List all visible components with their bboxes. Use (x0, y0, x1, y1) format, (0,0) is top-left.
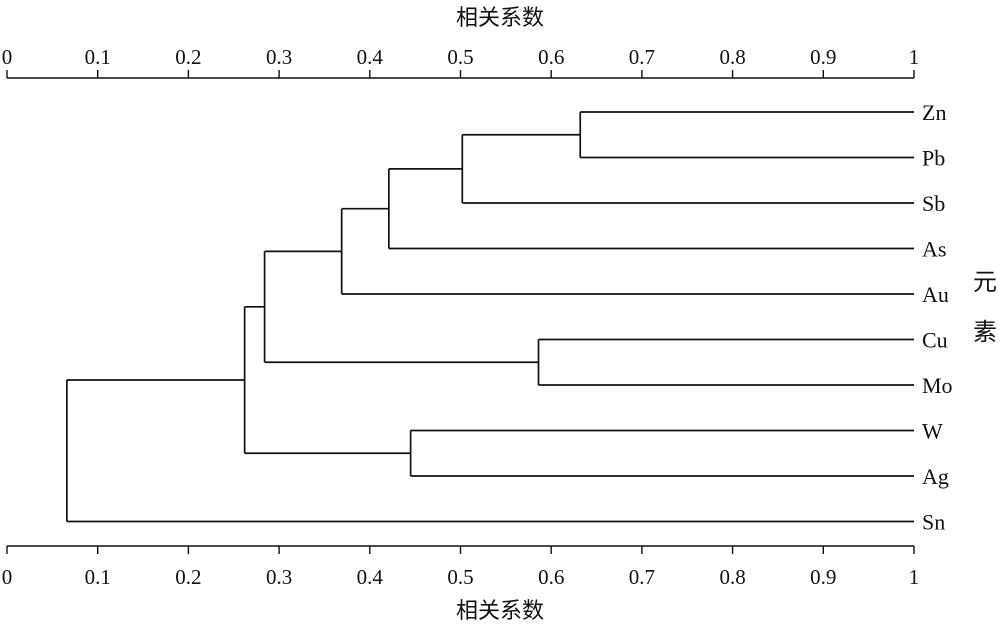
top-tick-label: 0 (2, 45, 13, 69)
leaf-label: Sb (922, 191, 945, 216)
top-tick-label: 0.6 (538, 45, 564, 69)
bottom-axis-title: 相关系数 (455, 599, 544, 624)
top-tick-label: 0.8 (719, 45, 745, 69)
leaf-label: Sn (922, 510, 945, 535)
top-tick-label: 0.3 (266, 45, 292, 69)
bottom-tick-label: 0.8 (719, 565, 745, 589)
leaf-label: Zn (922, 100, 946, 125)
bottom-tick-label: 0.5 (447, 565, 473, 589)
top-tick-label: 0.1 (85, 45, 111, 69)
leaf-label: Pb (922, 146, 945, 171)
top-axis: 0 0.1 0.2 0.3 0.4 0.5 0.6 0.7 0.8 0.9 1 (2, 45, 920, 79)
top-tick-label: 0.7 (629, 45, 655, 69)
top-tick-label: 1 (909, 45, 920, 69)
bottom-tick-label: 1 (909, 565, 920, 589)
leaf-label: Cu (922, 328, 948, 353)
top-tick-label: 0.5 (447, 45, 473, 69)
bottom-tick-label: 0.4 (357, 565, 384, 589)
leaf-label: Au (922, 282, 949, 307)
dendrogram-branches (66, 111, 914, 523)
leaf-label: W (922, 419, 943, 444)
y-axis-label: 元 素 (970, 270, 1000, 344)
leaf-label: Mo (922, 373, 953, 398)
bottom-axis: 0 0.1 0.2 0.3 0.4 0.5 0.6 0.7 0.8 0.9 1 (2, 545, 920, 589)
bottom-tick-label: 0.9 (810, 565, 836, 589)
top-tick-label: 0.2 (175, 45, 201, 69)
y-axis-label-char: 元 (973, 268, 997, 296)
bottom-tick-label: 0.7 (629, 565, 655, 589)
bottom-tick-label: 0.1 (85, 565, 111, 589)
top-tick-label: 0.9 (810, 45, 836, 69)
top-axis-title: 相关系数 (455, 6, 544, 31)
bottom-tick-label: 0.6 (538, 565, 564, 589)
bottom-tick-label: 0 (2, 565, 13, 589)
bottom-tick-label: 0.3 (266, 565, 292, 589)
top-tick-label: 0.4 (357, 45, 384, 69)
y-axis-label-char: 素 (973, 318, 997, 346)
bottom-tick-label: 0.2 (175, 565, 201, 589)
leaf-label: Ag (922, 464, 949, 489)
leaf-labels: Zn Pb Sb As Au Cu Mo W Ag Sn (922, 100, 953, 535)
leaf-label: As (922, 237, 946, 262)
